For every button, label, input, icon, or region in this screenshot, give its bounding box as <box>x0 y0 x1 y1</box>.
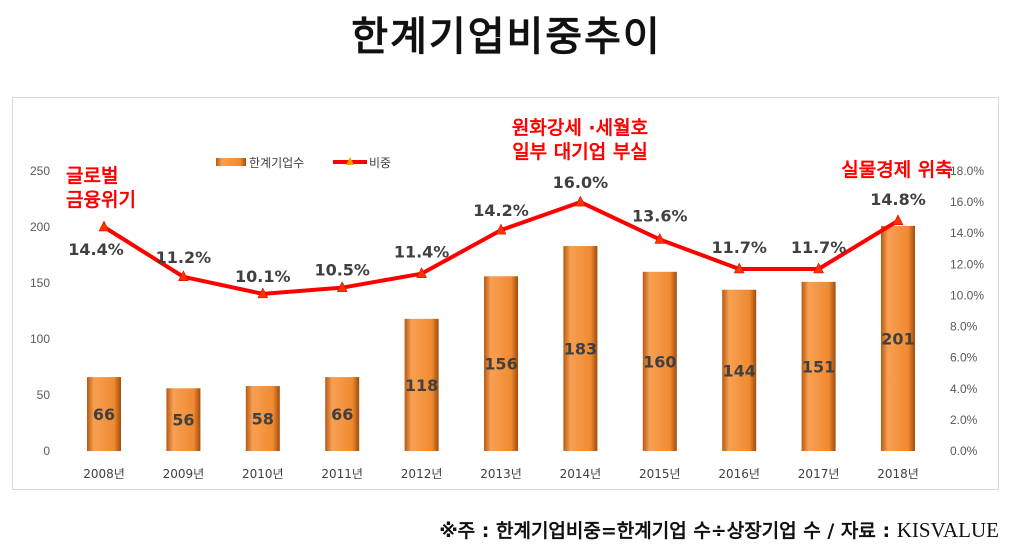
y-left-tick: 250 <box>30 164 50 178</box>
line-marker <box>416 267 428 278</box>
annotation: 원화강세 ·세월호 <box>512 117 648 139</box>
legend-label: 한계기업수 <box>249 156 304 170</box>
bar-value-label: 66 <box>331 405 353 424</box>
bar-value-label: 156 <box>484 355 517 374</box>
y-right-tick: 10.0% <box>950 288 984 302</box>
y-right-tick: 16.0% <box>950 195 984 209</box>
annotation: 글로벌 <box>66 165 118 187</box>
bar <box>881 225 915 451</box>
line-value-label: 13.6% <box>632 206 688 225</box>
line-marker <box>495 223 507 235</box>
y-left-tick: 100 <box>30 332 50 346</box>
bar <box>245 386 280 451</box>
x-tick-label: 2017년 <box>798 467 840 481</box>
bar-value-label: 56 <box>172 411 194 430</box>
footnote: ※주 : 한계기업비중=한계기업 수÷상장기업 수 / 자료 : KISVALU… <box>439 516 999 543</box>
x-tick-label: 2018년 <box>877 467 919 481</box>
bar <box>325 377 360 451</box>
y-right-tick: 12.0% <box>950 257 984 271</box>
x-tick-label: 2013년 <box>480 467 522 481</box>
line-value-label: 11.4% <box>394 243 450 262</box>
y-left-tick: 200 <box>30 220 50 234</box>
bar <box>404 318 439 451</box>
line-marker <box>177 270 189 282</box>
line-value-label: 14.8% <box>870 190 926 209</box>
y-right-tick: 4.0% <box>950 382 978 396</box>
footnote-source: KISVALUE <box>896 518 999 542</box>
bar <box>642 271 677 451</box>
bar-value-label: 151 <box>802 357 835 376</box>
combo-chart: 0 50 100 150 200 250 0.0% 2.0% 4.0% 6.0% 8.0% 10.0%… <box>30 117 984 481</box>
footnote-text: ※주 : 한계기업비중=한계기업 수÷상장기업 수 / 자료 : <box>439 520 897 542</box>
bar <box>484 276 518 451</box>
bar-value-label: 58 <box>252 410 274 429</box>
x-tick-label: 2016년 <box>718 467 760 481</box>
line-value-label: 10.5% <box>314 261 370 280</box>
legend-bar-swatch <box>216 158 246 166</box>
legend-line-marker <box>346 157 354 165</box>
line-marker <box>336 281 348 292</box>
line-marker <box>98 220 110 232</box>
x-tick-label: 2014년 <box>560 467 602 481</box>
y-right-tick: 0.0% <box>950 444 978 458</box>
bar <box>87 377 121 451</box>
y-right-tick: 6.0% <box>950 351 978 365</box>
bar-value-label: 160 <box>643 352 676 371</box>
bar <box>166 388 201 451</box>
legend-label: 비중 <box>369 156 391 170</box>
annotation: 금융위기 <box>66 189 136 211</box>
bar <box>801 281 836 451</box>
y-right-tick: 18.0% <box>950 164 984 178</box>
x-tick-label: 2011년 <box>321 467 363 481</box>
x-tick-label: 2015년 <box>639 467 681 481</box>
bar-value-label: 118 <box>405 376 438 395</box>
line-marker <box>574 195 586 207</box>
line-marker <box>813 262 825 274</box>
x-tick-label: 2010년 <box>242 467 284 481</box>
line-value-label: 11.7% <box>791 238 847 257</box>
y-right-tick: 14.0% <box>950 226 984 240</box>
line-value-label: 14.2% <box>473 201 529 220</box>
chart-frame <box>12 97 999 490</box>
line-marker <box>654 232 666 244</box>
bar-value-label: 183 <box>564 340 597 359</box>
y-left-tick: 150 <box>30 276 50 290</box>
bar-value-label: 66 <box>93 405 115 424</box>
line-value-label: 14.4% <box>68 240 124 259</box>
bar <box>722 289 757 451</box>
x-tick-label: 2008년 <box>83 467 125 481</box>
line-marker <box>257 287 269 299</box>
y-left-tick: 50 <box>37 388 51 402</box>
x-tick-label: 2012년 <box>401 467 443 481</box>
y-right-tick: 8.0% <box>950 320 978 334</box>
line-marker <box>892 214 904 226</box>
line-value-label: 10.1% <box>235 267 291 286</box>
line-value-label: 11.7% <box>711 238 767 257</box>
annotation: 실물경제 위축 <box>841 159 953 181</box>
line-value-label: 11.2% <box>156 248 212 267</box>
y-right-tick: 2.0% <box>950 413 978 427</box>
x-tick-label: 2009년 <box>163 467 205 481</box>
y-left-tick: 0 <box>43 444 50 458</box>
line-value-label: 16.0% <box>553 173 609 192</box>
bar-value-label: 201 <box>881 329 914 348</box>
annotation: 일부 대기업 부실 <box>512 141 648 163</box>
bar-value-label: 144 <box>722 361 755 380</box>
bar <box>563 246 598 451</box>
chart-title: 한계기업비중추이 <box>351 14 662 60</box>
line-marker <box>733 262 745 274</box>
